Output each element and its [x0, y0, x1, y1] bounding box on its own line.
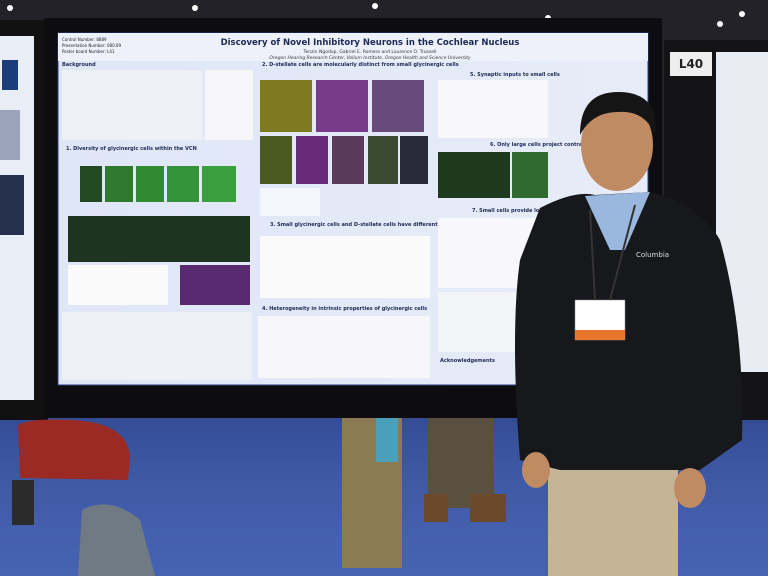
image-panel [400, 136, 428, 184]
presenter-pants [548, 455, 678, 576]
image-panel [136, 166, 164, 202]
presenter-face [581, 99, 653, 191]
section-heading: 4. Heterogeneity in intrinsic properties… [262, 306, 427, 312]
section-heading: 5. Synaptic inputs to small cells [470, 72, 560, 78]
image-panel [332, 136, 364, 184]
ceiling-light [372, 3, 378, 9]
shoe [470, 494, 506, 522]
ceiling-light [739, 11, 745, 17]
section-heading: Acknowledgements [440, 358, 495, 364]
morphology-figure [260, 236, 430, 298]
presenter-hair [580, 92, 656, 135]
ceiling-light [7, 5, 13, 11]
section-heading: 6. Only large cells project contralatera… [490, 142, 606, 148]
image-panel [260, 80, 312, 132]
poster-authors: Tenzin Ngodup, Gabriel E. Romero and Lau… [302, 49, 436, 55]
left-poster-figure [0, 110, 20, 160]
shoe [424, 494, 448, 522]
image-panel [316, 80, 368, 132]
poster-header [58, 33, 648, 61]
section-heading: Background [62, 62, 96, 68]
board-number: Poster board Number: L41 [62, 49, 115, 54]
traces-figure [258, 316, 430, 378]
section-heading: 3. Small glycinergic cells and D-stellat… [270, 222, 501, 228]
image-panel [180, 265, 250, 305]
diagram [205, 70, 253, 140]
section-heading: 2. D-stellate cells are molecularly dist… [262, 62, 459, 68]
text-block [62, 70, 202, 140]
presenter-jacket [515, 192, 743, 470]
image-panel [438, 152, 510, 198]
person-legs [12, 480, 34, 525]
image-panel [260, 136, 292, 184]
water-bottle [376, 418, 398, 462]
lanyard [609, 204, 636, 301]
image-panel [372, 80, 424, 132]
ceiling-light [717, 21, 723, 27]
board-sign [670, 52, 712, 76]
presenter-hand [522, 452, 550, 488]
image-panel [512, 152, 548, 198]
presentation-number: Presentation Number: 080.09 [62, 43, 121, 48]
text-block [62, 312, 252, 380]
poster-affiliation: Oregon Hearing Research Center, Vollum I… [269, 55, 471, 61]
left-poster-figure [0, 175, 24, 235]
traces-figure [438, 80, 548, 138]
jacket-logo: Columbia [636, 251, 669, 259]
control-number: Control Number: 8889 [62, 37, 107, 42]
image-panel [368, 136, 398, 184]
histogram [68, 265, 168, 305]
image-panel [80, 166, 102, 202]
board-label: L40 [679, 57, 703, 71]
image-panel [202, 166, 236, 202]
image-panel [167, 166, 199, 202]
histogram [260, 188, 320, 216]
image-panel [105, 166, 133, 202]
badge-stripe [575, 330, 625, 340]
ceiling-light [192, 5, 198, 11]
person-jacket [18, 419, 130, 480]
section-heading: 1. Diversity of glycinergic cells within… [66, 146, 197, 152]
backpack [78, 504, 155, 576]
image-panel [68, 216, 250, 262]
person-legs [428, 418, 494, 508]
lanyard [589, 209, 596, 301]
poster-title: Discovery of Novel Inhibitory Neurons in… [221, 38, 520, 48]
image-panel [296, 136, 328, 184]
left-poster-logo [2, 60, 18, 90]
presenter-hand [674, 468, 706, 508]
